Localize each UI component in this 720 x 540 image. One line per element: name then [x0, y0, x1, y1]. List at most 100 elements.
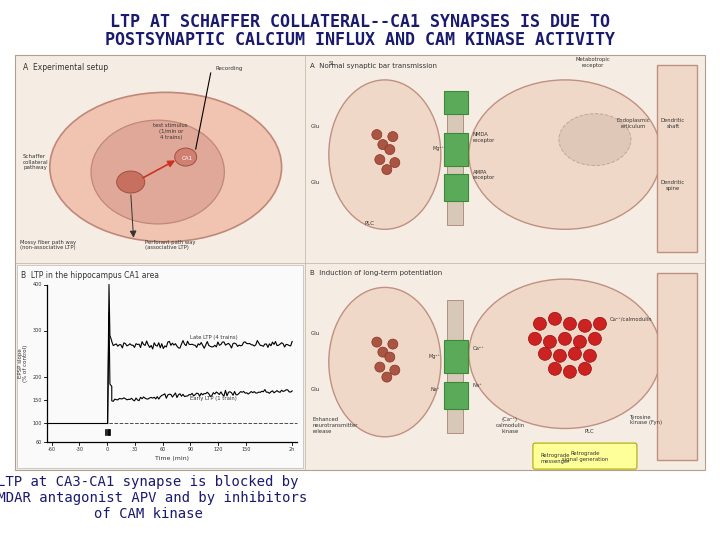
- Text: Late LTP (4 trains): Late LTP (4 trains): [190, 335, 238, 340]
- Circle shape: [544, 335, 557, 348]
- Text: Perforant path way
(associative LTP): Perforant path way (associative LTP): [145, 240, 196, 251]
- Text: 150: 150: [32, 398, 42, 403]
- Text: Glu: Glu: [311, 331, 320, 336]
- Text: Enhanced
neurotransmitter
release: Enhanced neurotransmitter release: [312, 417, 359, 434]
- Text: (Ca²⁺)
calmodulin
kinase: (Ca²⁺) calmodulin kinase: [495, 417, 524, 434]
- Circle shape: [372, 337, 382, 347]
- Circle shape: [390, 158, 400, 167]
- Text: Early LTP (1 train): Early LTP (1 train): [190, 396, 238, 401]
- FancyBboxPatch shape: [444, 133, 468, 166]
- Text: B  LTP in the hippocampus CA1 area: B LTP in the hippocampus CA1 area: [21, 271, 159, 280]
- Text: B  Induction of long-term potentiation: B Induction of long-term potentiation: [310, 271, 442, 276]
- Text: 300: 300: [32, 328, 42, 333]
- Circle shape: [588, 332, 601, 345]
- FancyBboxPatch shape: [444, 91, 468, 114]
- Text: 150: 150: [241, 447, 251, 452]
- Text: LTP AT SCHAFFER COLLATERAL--CA1 SYNAPSES IS DUE TO: LTP AT SCHAFFER COLLATERAL--CA1 SYNAPSES…: [110, 13, 610, 31]
- Circle shape: [372, 130, 382, 140]
- FancyBboxPatch shape: [447, 300, 463, 433]
- Text: AMPA
receptor: AMPA receptor: [473, 170, 495, 180]
- Text: 400: 400: [32, 282, 42, 287]
- Text: Glu: Glu: [311, 124, 320, 129]
- Text: Endoplasmic
reticulum: Endoplasmic reticulum: [616, 118, 649, 129]
- Circle shape: [549, 312, 562, 325]
- Text: PLC: PLC: [365, 221, 375, 226]
- Circle shape: [382, 372, 392, 382]
- Text: 120: 120: [213, 447, 223, 452]
- Circle shape: [534, 318, 546, 330]
- Text: Recording: Recording: [216, 66, 243, 71]
- Text: Retrograde
messenger: Retrograde messenger: [540, 453, 570, 464]
- Text: Retrograde
signal generation: Retrograde signal generation: [562, 451, 608, 462]
- Text: EPSP slope
(% of control): EPSP slope (% of control): [17, 345, 28, 382]
- Text: Schaffer
collateral
pathway: Schaffer collateral pathway: [23, 154, 49, 170]
- Circle shape: [388, 132, 398, 141]
- Circle shape: [578, 362, 591, 375]
- Text: Ca²⁺: Ca²⁺: [473, 346, 485, 350]
- Text: Glu: Glu: [311, 387, 320, 392]
- FancyBboxPatch shape: [17, 265, 303, 468]
- Circle shape: [378, 140, 388, 150]
- Circle shape: [568, 347, 582, 360]
- Circle shape: [528, 332, 541, 345]
- FancyBboxPatch shape: [444, 340, 468, 374]
- Text: PLC: PLC: [585, 429, 595, 434]
- Circle shape: [564, 365, 577, 379]
- FancyBboxPatch shape: [533, 443, 637, 469]
- Text: A  Experimental setup: A Experimental setup: [23, 63, 108, 72]
- Circle shape: [593, 318, 606, 330]
- Circle shape: [573, 335, 586, 348]
- Ellipse shape: [469, 80, 661, 230]
- Text: 0: 0: [106, 447, 109, 452]
- Circle shape: [539, 347, 552, 360]
- Circle shape: [388, 339, 398, 349]
- Text: -60: -60: [48, 447, 55, 452]
- Circle shape: [554, 349, 567, 362]
- Circle shape: [385, 352, 395, 362]
- Ellipse shape: [329, 80, 441, 230]
- Text: LTP at CA3-CA1 synapse is blocked by: LTP at CA3-CA1 synapse is blocked by: [0, 475, 299, 489]
- Text: A  Normal synaptic bar transmission: A Normal synaptic bar transmission: [310, 63, 437, 69]
- Text: Glu: Glu: [311, 180, 320, 185]
- Text: Mg²⁺: Mg²⁺: [429, 354, 441, 359]
- Text: test stimulus
(1/min or
4 trains): test stimulus (1/min or 4 trains): [153, 124, 188, 140]
- Text: POSTSYNAPTIC CALCIUM INFLUX AND CAM KINASE ACTIVITY: POSTSYNAPTIC CALCIUM INFLUX AND CAM KINA…: [105, 31, 615, 49]
- Text: SL: SL: [329, 61, 336, 66]
- Text: Ca²⁺/calmodulin: Ca²⁺/calmodulin: [610, 316, 652, 322]
- Text: 2h: 2h: [289, 447, 295, 452]
- Text: Mg²⁺: Mg²⁺: [433, 146, 445, 151]
- Text: 30: 30: [132, 447, 138, 452]
- Text: Metabotropic
receptor: Metabotropic receptor: [575, 57, 611, 68]
- Text: CA1: CA1: [182, 156, 193, 160]
- Text: 200: 200: [32, 375, 42, 380]
- Ellipse shape: [329, 287, 441, 437]
- Text: Time (min): Time (min): [155, 456, 189, 461]
- Text: 60: 60: [36, 440, 42, 444]
- Circle shape: [378, 347, 388, 357]
- Text: 90: 90: [187, 447, 194, 452]
- Ellipse shape: [117, 171, 145, 193]
- Circle shape: [578, 319, 591, 332]
- Text: Na⁺: Na⁺: [473, 383, 482, 388]
- Circle shape: [382, 165, 392, 174]
- Text: Dendritic
shaft: Dendritic shaft: [661, 118, 685, 129]
- Text: Na⁺: Na⁺: [431, 387, 440, 392]
- Circle shape: [549, 362, 562, 375]
- Ellipse shape: [559, 113, 631, 166]
- Text: Mossy fiber path way
(non-associative LTP): Mossy fiber path way (non-associative LT…: [20, 240, 76, 251]
- Ellipse shape: [175, 148, 197, 166]
- FancyBboxPatch shape: [15, 55, 705, 470]
- Text: NMDA
receptor: NMDA receptor: [473, 132, 495, 143]
- FancyBboxPatch shape: [657, 65, 697, 252]
- FancyBboxPatch shape: [444, 382, 468, 409]
- Circle shape: [375, 362, 385, 372]
- FancyBboxPatch shape: [447, 92, 463, 225]
- Circle shape: [390, 365, 400, 375]
- Circle shape: [375, 154, 385, 165]
- FancyBboxPatch shape: [444, 174, 468, 201]
- Text: -30: -30: [76, 447, 84, 452]
- Text: Dendritic
spine: Dendritic spine: [661, 180, 685, 191]
- FancyBboxPatch shape: [657, 273, 697, 460]
- Circle shape: [385, 145, 395, 154]
- Ellipse shape: [50, 92, 282, 242]
